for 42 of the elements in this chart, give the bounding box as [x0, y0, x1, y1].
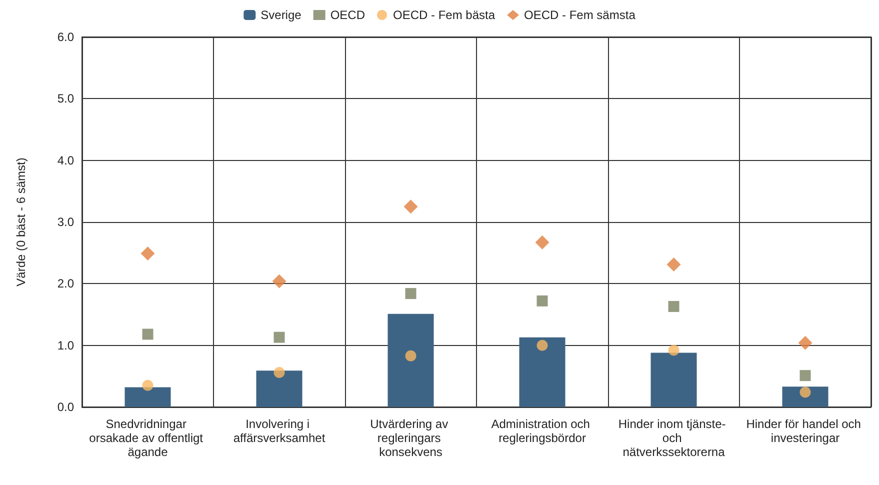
point: [536, 340, 548, 351]
point: [142, 380, 154, 391]
point: [668, 300, 680, 312]
point: [404, 200, 418, 214]
point: [668, 344, 680, 356]
bar: [782, 386, 828, 407]
x-tick-label: Administration och regleringsbördor: [491, 417, 594, 445]
point: [405, 288, 416, 300]
bar: [650, 352, 697, 407]
y-tick-label: 0.0: [57, 400, 74, 414]
x-tick-label: Hinder för handel och investeringar: [746, 417, 864, 445]
y-tick-label: 3.0: [57, 215, 74, 229]
x-tick-label: Hinder inom tjänste- och nätverkssektorerna: [618, 417, 730, 459]
bar: [256, 370, 302, 407]
y-axis-title: Värde (0 bäst - 6 sämst): [14, 158, 28, 286]
point: [272, 274, 286, 288]
point: [798, 336, 812, 350]
point: [666, 258, 681, 272]
legend-label: OECD: [330, 8, 366, 22]
point: [800, 370, 811, 382]
point: [536, 295, 548, 306]
point: [274, 366, 285, 378]
x-tick-label: Snedvridningar orsakade av offentligt ägande: [89, 417, 206, 459]
bar: [124, 387, 171, 407]
bar: [519, 337, 566, 407]
point: [405, 350, 416, 362]
legend-label: Sverige: [260, 8, 302, 22]
bar: [388, 314, 434, 407]
point: [800, 386, 811, 398]
legend-label: OECD - Fem sämsta: [524, 8, 636, 22]
x-tick-label: Involvering i affärsverksamhet: [233, 417, 326, 445]
point: [142, 328, 154, 340]
x-tick-label: Utvärdering av regleringars konsekvens: [370, 417, 452, 459]
point: [140, 246, 155, 260]
y-tick-label: 1.0: [57, 338, 74, 352]
point: [535, 235, 550, 250]
y-tick-label: 6.0: [57, 30, 74, 44]
point: [274, 332, 285, 343]
y-tick-label: 4.0: [57, 153, 74, 168]
legend-label: OECD - Fem bästa: [392, 8, 496, 22]
y-tick-label: 5.0: [57, 92, 74, 106]
y-tick-label: 2.0: [57, 276, 74, 291]
